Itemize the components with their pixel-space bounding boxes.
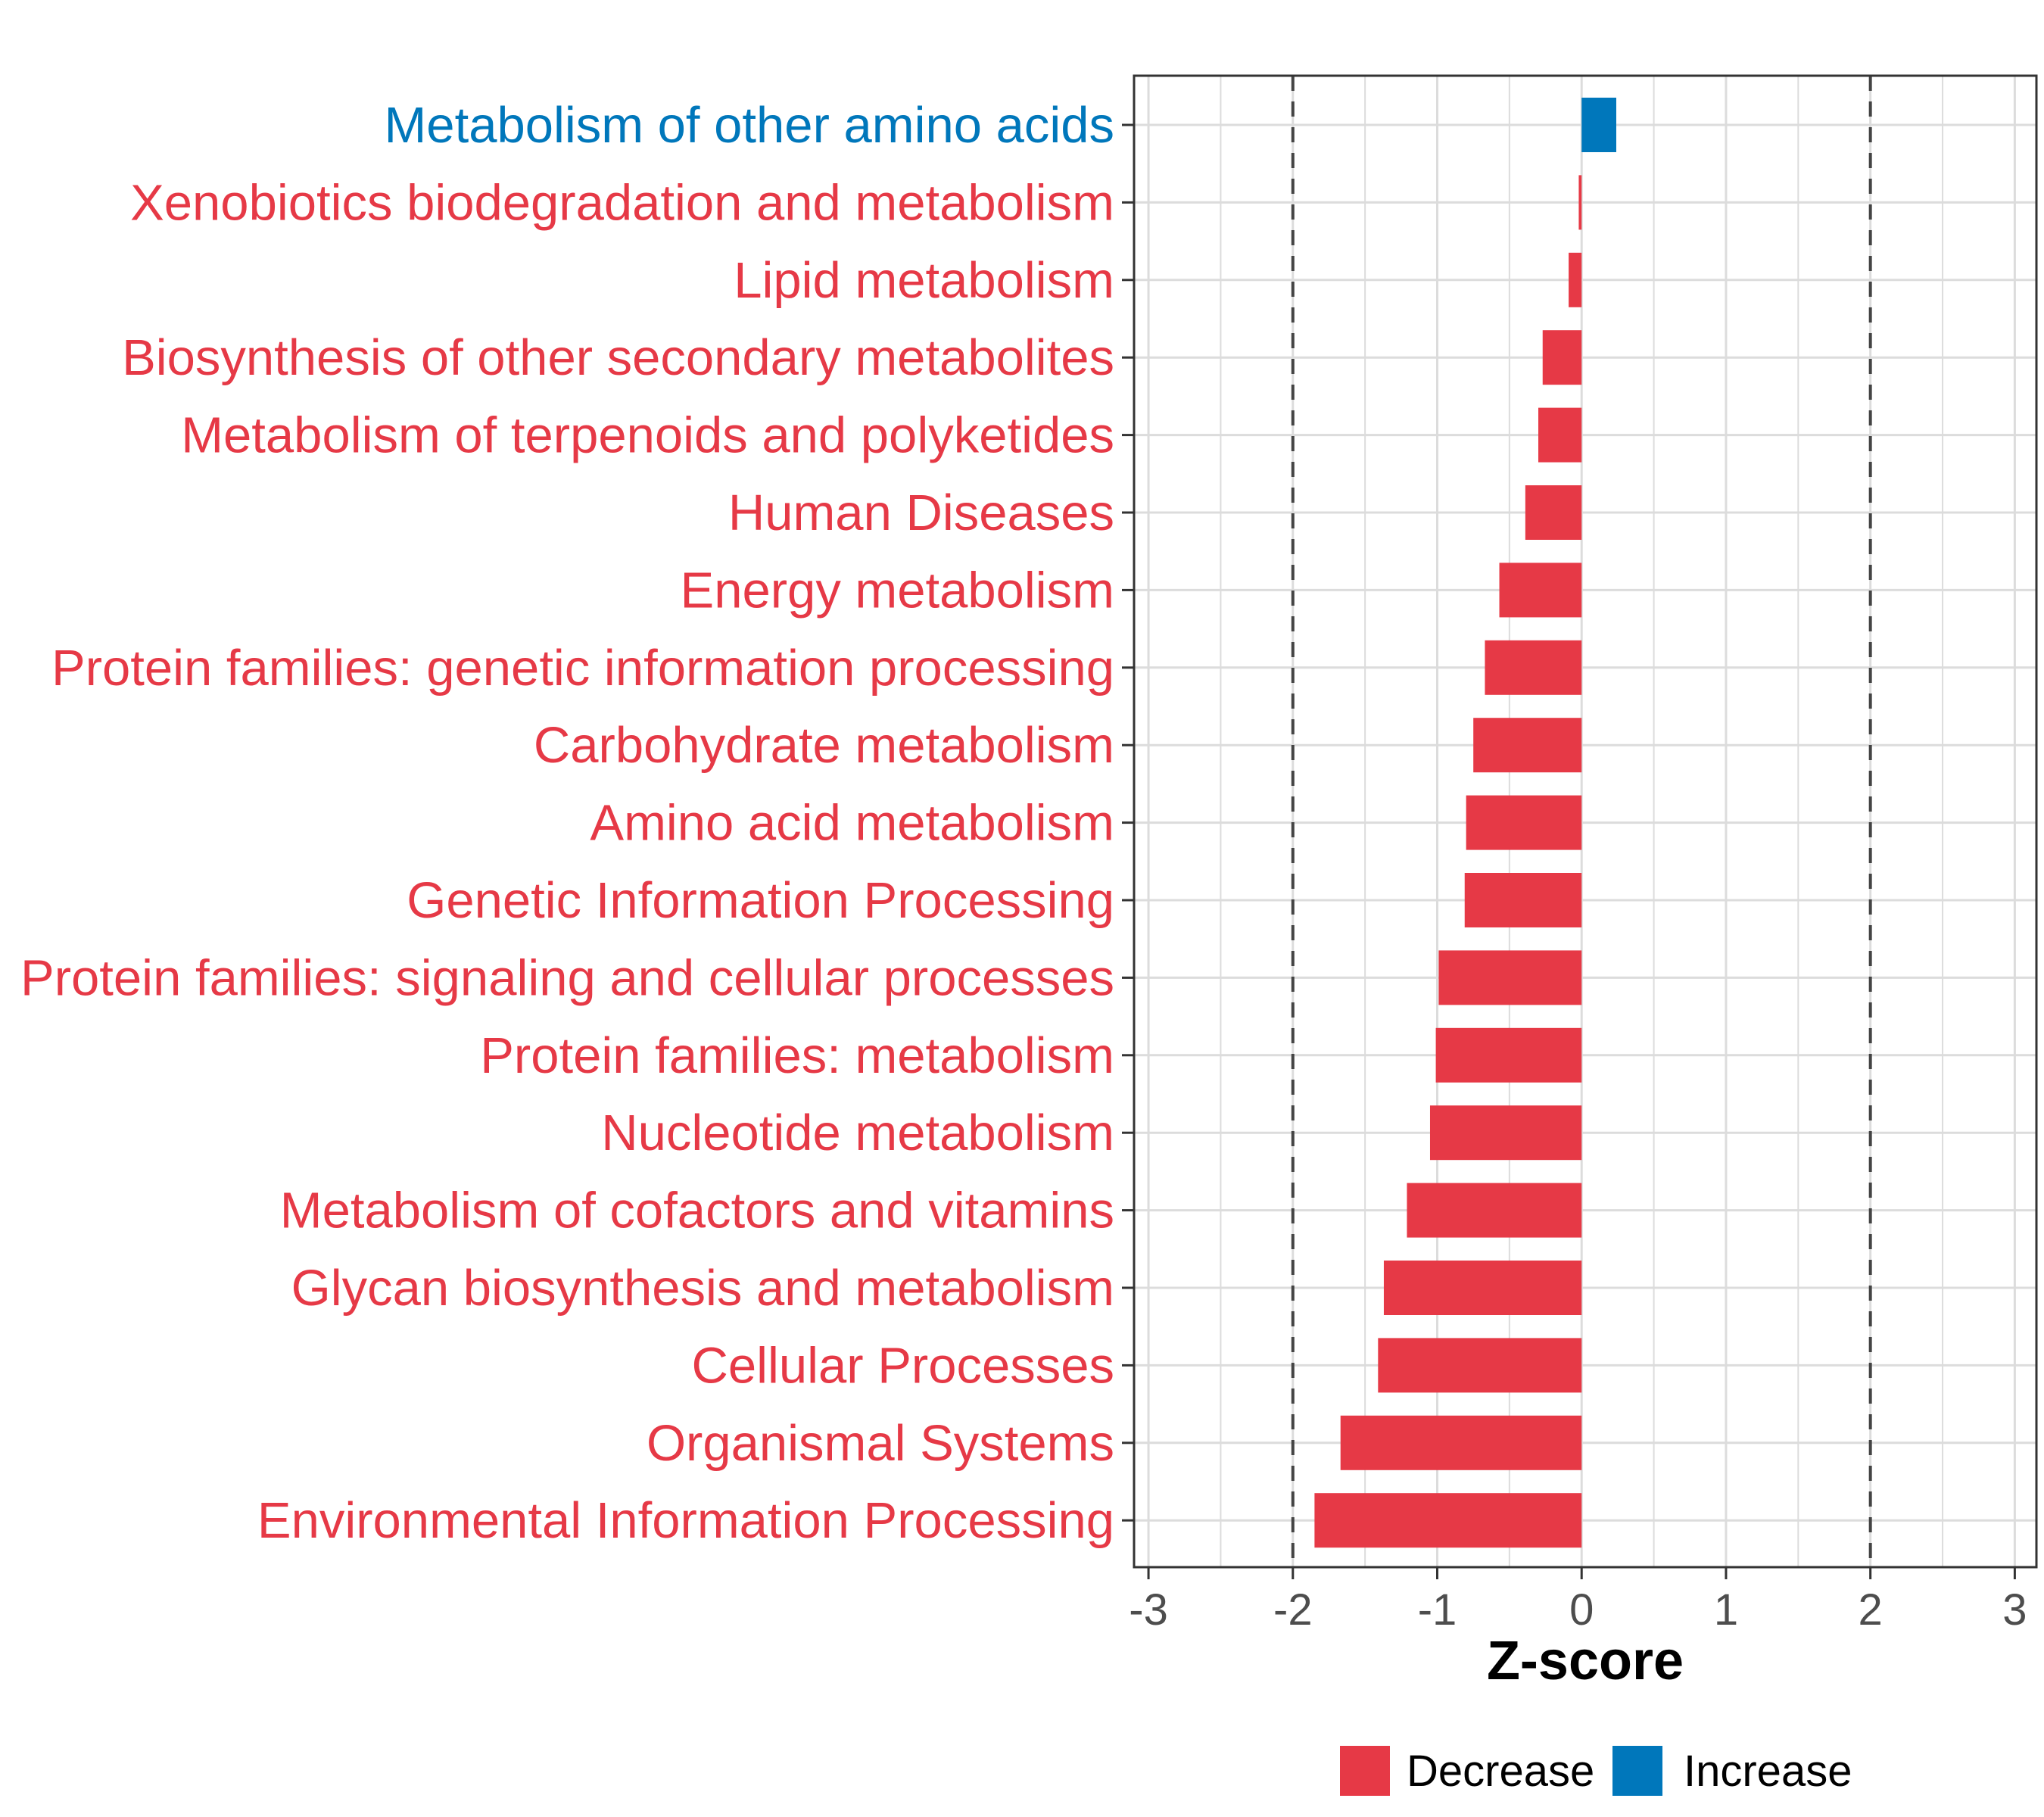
category-label: Environmental Information Processing <box>257 1492 1114 1549</box>
legend-swatch-decrease <box>1340 1746 1390 1796</box>
category-label: Protein families: genetic information pr… <box>51 640 1114 697</box>
bar <box>1485 640 1582 695</box>
x-axis-title: Z-score <box>1487 1631 1684 1691</box>
bar <box>1435 1027 1582 1083</box>
category-label: Energy metabolism <box>681 562 1114 619</box>
category-label: Lipid metabolism <box>734 252 1114 309</box>
bar <box>1499 563 1582 618</box>
category-label: Glycan biosynthesis and metabolism <box>291 1260 1114 1317</box>
category-label: Amino acid metabolism <box>590 795 1114 852</box>
bar <box>1542 330 1582 385</box>
category-label: Biosynthesis of other secondary metaboli… <box>122 329 1114 386</box>
category-label: Xenobiotics biodegradation and metabolis… <box>130 174 1114 231</box>
bar <box>1525 485 1582 540</box>
bar <box>1569 252 1582 307</box>
bar <box>1438 950 1582 1005</box>
bar <box>1429 1105 1582 1161</box>
x-tick-label: 0 <box>1569 1585 1594 1635</box>
gridlines <box>1134 76 2036 1567</box>
legend-label-decrease: Decrease <box>1407 1747 1594 1796</box>
category-label: Metabolism of other amino acids <box>385 97 1115 154</box>
x-tick-label: 3 <box>2002 1585 2027 1635</box>
x-tick-label: -2 <box>1273 1585 1313 1635</box>
bar <box>1407 1183 1582 1238</box>
category-label: Metabolism of cofactors and vitamins <box>280 1183 1114 1239</box>
bar <box>1383 1261 1582 1315</box>
category-label: Protein families: metabolism <box>480 1027 1114 1084</box>
bar <box>1578 175 1582 230</box>
category-label: Human Diseases <box>728 485 1114 541</box>
bar <box>1581 98 1617 152</box>
category-label: Genetic Information Processing <box>407 872 1114 929</box>
legend-label-increase: Increase <box>1684 1747 1852 1796</box>
category-label: Carbohydrate metabolism <box>534 717 1114 774</box>
category-label: Cellular Processes <box>691 1337 1114 1394</box>
bar <box>1464 873 1582 927</box>
bar <box>1314 1493 1582 1548</box>
bar <box>1473 718 1582 773</box>
reference-lines <box>1291 76 1872 1567</box>
category-label: Metabolism of terpenoids and polyketides <box>181 407 1114 464</box>
legend-swatch-increase <box>1612 1746 1662 1796</box>
category-label: Nucleotide metabolism <box>601 1105 1114 1161</box>
legend: Decrease Increase <box>1340 1746 1852 1796</box>
bars <box>1314 98 1617 1548</box>
bar <box>1466 795 1582 850</box>
bar <box>1538 407 1582 463</box>
x-tick-label: 1 <box>1714 1585 1738 1635</box>
x-tick-label: -3 <box>1129 1585 1168 1635</box>
bar <box>1378 1338 1582 1393</box>
plot-panel-border <box>1133 74 2038 1569</box>
bar <box>1340 1415 1582 1470</box>
x-tick-label: 2 <box>1859 1585 1883 1635</box>
y-axis-ticks: Metabolism of other amino acids Xenobioti… <box>20 97 1134 1549</box>
category-label: Organismal Systems <box>647 1415 1114 1472</box>
x-tick-label: -1 <box>1418 1585 1457 1635</box>
x-axis-ticks: -3 -2 -1 0 1 2 3 <box>1129 1567 2027 1635</box>
category-label: Protein families: signaling and cellular… <box>20 949 1114 1006</box>
